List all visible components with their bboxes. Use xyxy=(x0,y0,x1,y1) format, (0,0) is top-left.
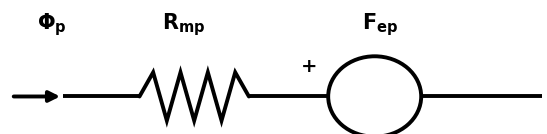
Text: $\mathbf{\Phi_p}$: $\mathbf{\Phi_p}$ xyxy=(37,11,67,38)
Text: $\mathbf{R_{mp}}$: $\mathbf{R_{mp}}$ xyxy=(161,11,205,38)
Text: $\mathbf{F_{ep}}$: $\mathbf{F_{ep}}$ xyxy=(362,11,398,38)
Text: +: + xyxy=(301,58,317,76)
